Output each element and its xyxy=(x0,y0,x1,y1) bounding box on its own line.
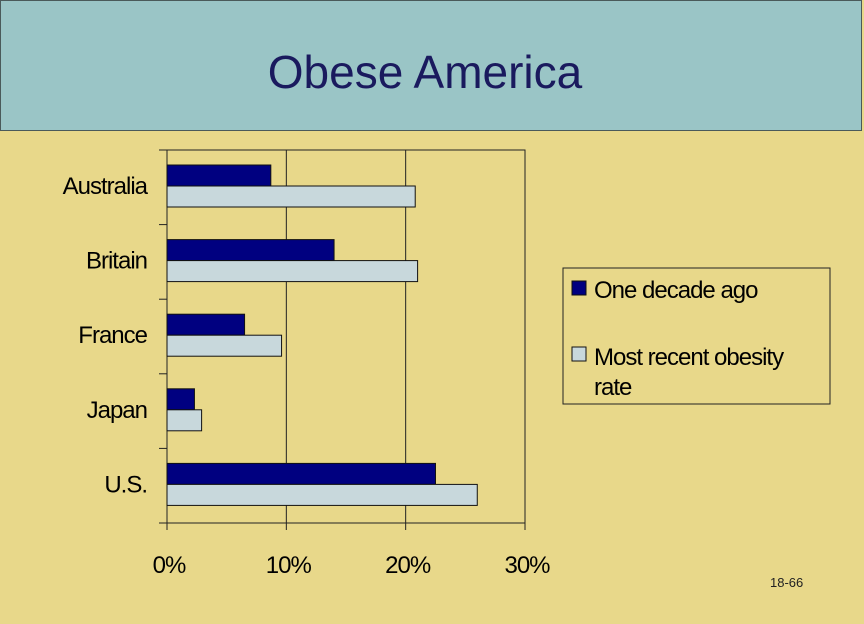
bar-britain-series-2 xyxy=(166,260,419,283)
slide-title: Obese America xyxy=(267,46,583,98)
bar-australia-series-2 xyxy=(166,185,416,208)
category-label: Britain xyxy=(86,248,147,275)
x-tick-label: 30% xyxy=(504,552,550,579)
legend-label-1: One decade ago xyxy=(594,277,758,304)
category-label: France xyxy=(78,322,147,349)
bar-japan-series-2 xyxy=(166,409,203,432)
bar-australia-series-1 xyxy=(166,164,272,187)
title-band: Obese America xyxy=(0,0,862,131)
x-tick-label: 10% xyxy=(266,552,312,579)
bar-britain-series-1 xyxy=(166,239,335,262)
bar-france-series-2 xyxy=(166,334,283,357)
category-label: Australia xyxy=(63,173,149,200)
legend-box xyxy=(562,267,831,405)
bar-us-series-1 xyxy=(166,462,436,485)
page-number: 18-66 xyxy=(770,575,804,590)
bar-france-series-1 xyxy=(166,313,246,336)
legend-label-2: Most recent obesity rate xyxy=(594,344,784,401)
x-tick-label: 20% xyxy=(385,552,431,579)
legend-swatch-1 xyxy=(571,280,587,296)
x-tick-label: 0% xyxy=(153,552,186,579)
category-label: U.S. xyxy=(104,471,147,498)
category-label: Japan xyxy=(87,397,147,424)
legend-swatch-2 xyxy=(571,346,587,362)
bar-us-series-2 xyxy=(166,483,478,506)
bar-japan-series-1 xyxy=(166,388,195,411)
